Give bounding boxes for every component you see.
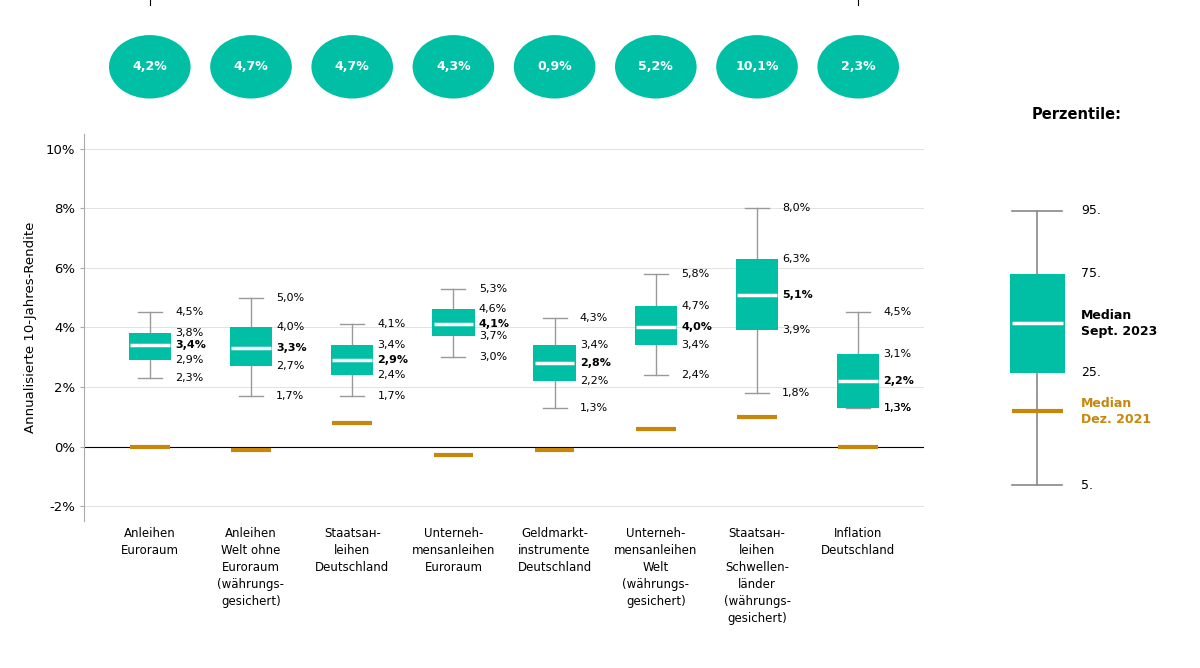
Bar <box>533 345 576 381</box>
Text: 4,3%: 4,3% <box>580 313 608 323</box>
Text: 25.: 25. <box>1081 366 1100 379</box>
Text: 3,0%: 3,0% <box>479 352 506 362</box>
Text: 2,4%: 2,4% <box>682 370 709 380</box>
Text: 4,1%: 4,1% <box>479 319 510 329</box>
Text: Median
Dez. 2021: Median Dez. 2021 <box>1081 397 1151 426</box>
Bar <box>331 345 373 375</box>
Text: 4,0%: 4,0% <box>276 323 305 332</box>
Text: Perzentile:: Perzentile: <box>1032 108 1122 122</box>
Text: 2,4%: 2,4% <box>378 370 406 380</box>
Text: 3,8%: 3,8% <box>175 328 203 338</box>
Text: 3,4%: 3,4% <box>580 340 608 350</box>
Text: 4,5%: 4,5% <box>175 307 203 317</box>
Text: 75.: 75. <box>1081 267 1100 281</box>
Bar <box>229 327 272 366</box>
Text: 5,1%: 5,1% <box>782 289 814 299</box>
Text: 8,0%: 8,0% <box>782 203 810 213</box>
Text: 5,3%: 5,3% <box>479 284 506 293</box>
Bar <box>635 307 677 345</box>
Text: 5,8%: 5,8% <box>682 269 709 279</box>
Text: Median
Sept. 2023: Median Sept. 2023 <box>1081 309 1157 338</box>
Text: 1,3%: 1,3% <box>883 403 912 413</box>
Text: 2,3%: 2,3% <box>175 373 203 383</box>
Text: 4,0%: 4,0% <box>682 323 712 332</box>
Text: 3,4%: 3,4% <box>378 340 406 350</box>
Text: 5,0%: 5,0% <box>276 293 305 303</box>
Text: 1,7%: 1,7% <box>276 391 305 401</box>
Text: 3,9%: 3,9% <box>782 325 810 335</box>
Text: 3,3%: 3,3% <box>276 343 307 353</box>
Text: 4,2%: 4,2% <box>132 60 167 73</box>
Bar <box>128 333 172 360</box>
Text: 5,2%: 5,2% <box>638 60 673 73</box>
Text: 2,8%: 2,8% <box>580 358 611 368</box>
Text: 1,3%: 1,3% <box>580 403 608 413</box>
Text: 3,4%: 3,4% <box>682 340 709 350</box>
Y-axis label: Annualisierte 10-Jahres-Rendite: Annualisierte 10-Jahres-Rendite <box>24 222 37 433</box>
Text: 3,1%: 3,1% <box>883 349 912 359</box>
Text: 2,2%: 2,2% <box>883 376 914 386</box>
Text: 4,1%: 4,1% <box>378 319 406 329</box>
Text: 1,8%: 1,8% <box>782 388 810 398</box>
Text: 3,4%: 3,4% <box>175 340 206 350</box>
Text: 2,9%: 2,9% <box>378 355 408 365</box>
Text: 95.: 95. <box>1081 204 1100 217</box>
Text: 0,9%: 0,9% <box>538 60 572 73</box>
Text: 3,7%: 3,7% <box>479 331 506 341</box>
Text: 4,6%: 4,6% <box>479 305 506 315</box>
Text: 2,9%: 2,9% <box>175 355 204 365</box>
Bar <box>836 354 880 407</box>
Text: 10,1%: 10,1% <box>736 60 779 73</box>
Text: 4,3%: 4,3% <box>436 60 470 73</box>
Text: 1,3%: 1,3% <box>883 403 912 413</box>
Bar <box>432 309 475 336</box>
Text: 6,3%: 6,3% <box>782 254 810 264</box>
Text: 4,7%: 4,7% <box>682 301 709 311</box>
Text: 4,7%: 4,7% <box>234 60 269 73</box>
Text: 2,7%: 2,7% <box>276 361 305 371</box>
Bar <box>736 259 779 330</box>
Text: 2,2%: 2,2% <box>580 376 608 386</box>
Text: 1,7%: 1,7% <box>378 391 406 401</box>
Text: 2,3%: 2,3% <box>841 60 876 73</box>
Text: 4,5%: 4,5% <box>883 307 912 317</box>
Bar <box>1009 274 1066 373</box>
Text: 5.: 5. <box>1081 479 1093 492</box>
Text: 4,7%: 4,7% <box>335 60 370 73</box>
